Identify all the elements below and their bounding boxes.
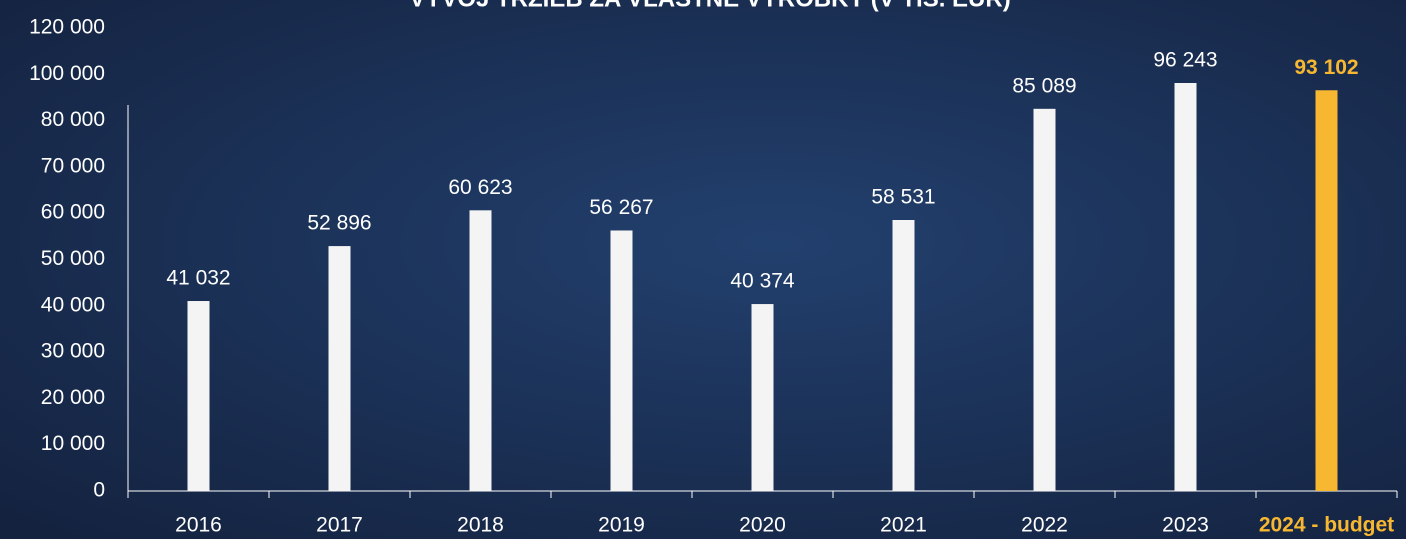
y-tick-label: 0 <box>93 479 105 502</box>
x-tick-label: 2023 <box>1162 514 1209 537</box>
y-tick-label: 10 000 <box>41 432 105 455</box>
bar <box>610 230 633 491</box>
bar <box>892 220 915 491</box>
value-label: 41 032 <box>166 267 230 290</box>
x-tick-label: 2022 <box>1021 514 1068 537</box>
x-tick-label: 2016 <box>175 514 222 537</box>
x-tick-label: 2019 <box>598 514 645 537</box>
x-tick-label: 2017 <box>316 514 363 537</box>
value-label: 52 896 <box>307 212 371 235</box>
y-tick-label: 40 000 <box>41 293 105 316</box>
bar <box>1315 90 1338 492</box>
x-tick-label: 2024 - budget <box>1259 514 1394 537</box>
bar <box>1174 82 1197 492</box>
bar <box>328 246 351 491</box>
bar <box>469 210 492 492</box>
y-tick-label: 20 000 <box>41 386 105 409</box>
y-tick-label: 120 000 <box>29 16 105 39</box>
bar <box>751 304 774 491</box>
y-tick-label: 60 000 <box>41 201 105 224</box>
x-tick-label: 2021 <box>880 514 927 537</box>
value-label: 58 531 <box>871 186 935 209</box>
y-tick-label: 30 000 <box>41 340 105 363</box>
y-tick-label: 70 000 <box>41 154 105 177</box>
x-tick-label: 2020 <box>739 514 786 537</box>
chart-title: VÝVOJ TRŽIEB ZA VLASTNÉ VÝROBKY (V TIS. … <box>409 0 1010 12</box>
value-label: 56 267 <box>589 196 653 219</box>
value-label: 93 102 <box>1294 56 1358 79</box>
bar <box>1033 108 1056 491</box>
value-label: 60 623 <box>448 176 512 199</box>
y-tick-label: 80 000 <box>41 108 105 131</box>
y-tick-label: 50 000 <box>41 247 105 270</box>
value-label: 40 374 <box>730 270 795 293</box>
value-label: 85 089 <box>1012 74 1076 97</box>
value-label: 96 243 <box>1153 49 1217 72</box>
bar <box>187 301 210 491</box>
x-tick-label: 2018 <box>457 514 504 537</box>
y-tick-label: 100 000 <box>29 62 105 85</box>
